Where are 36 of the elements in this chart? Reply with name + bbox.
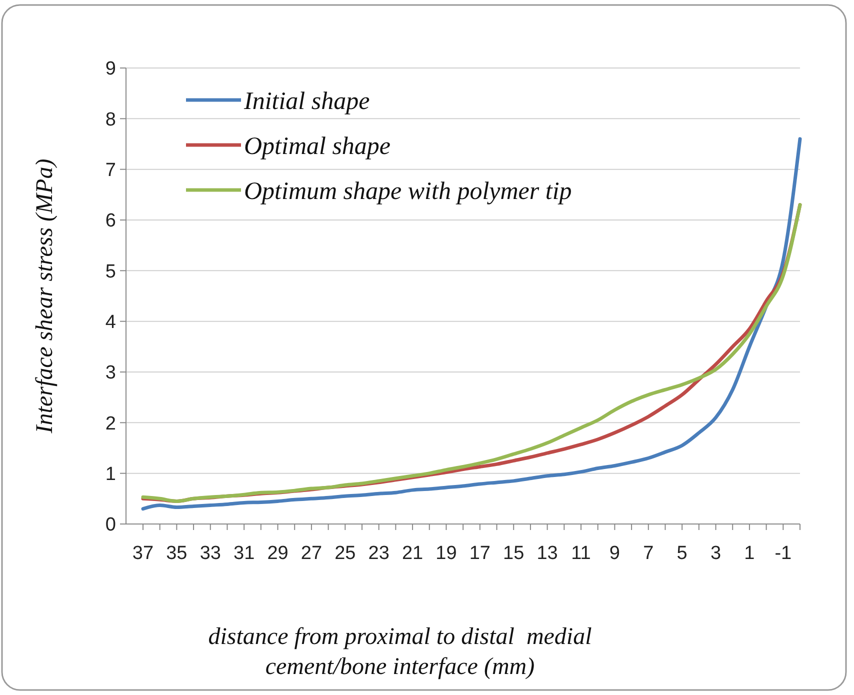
x-tick-label: 25	[334, 543, 356, 564]
x-tick-label: 27	[300, 543, 322, 564]
legend-label: Initial shape	[243, 88, 370, 115]
x-tick-label: 13	[536, 543, 558, 564]
legend-label: Optimum shape with polymer tip	[244, 178, 572, 205]
x-tick-label: 11	[571, 543, 591, 564]
y-tick-label: 6	[105, 210, 116, 232]
x-tick-label: 3	[710, 543, 722, 564]
line-series	[141, 137, 802, 511]
y-tick-label: 1	[105, 464, 116, 485]
y-tick-label: 8	[105, 109, 116, 130]
x-tick-label: 19	[436, 543, 457, 564]
x-axis-title: distance from proximal to distal medial cement/bone interface (mm)	[208, 624, 592, 680]
y-tick-label: 9	[105, 58, 116, 80]
x-tick-label: 1	[744, 543, 755, 564]
legend-label: Optimal shape	[244, 132, 391, 160]
y-tick-label: 7	[105, 160, 116, 181]
x-tick-label: 31	[234, 543, 255, 564]
y-tick-label: 4	[105, 312, 116, 333]
y-tick-label: 0	[105, 514, 116, 536]
y-axis-title: Interface shear stress (MPa)	[32, 158, 58, 434]
x-tick-label: 9	[609, 543, 620, 564]
x-tick-label: 5	[676, 543, 688, 564]
x-tick-label: 35	[166, 543, 188, 564]
x-tick-label: 23	[368, 543, 390, 564]
x-tick-label: -1	[774, 543, 792, 564]
x-tick-label: 33	[200, 543, 221, 564]
x-tick-label: 29	[267, 543, 288, 564]
x-tick-label: 7	[643, 543, 654, 564]
x-tick-label: 17	[469, 543, 490, 564]
y-tick-label: 2	[105, 413, 116, 434]
y-tick-label: 3	[105, 362, 116, 384]
x-tick-label: 37	[132, 543, 154, 564]
x-tick-label: 21	[402, 543, 424, 564]
x-tick-label: 15	[503, 543, 524, 564]
y-tick-label: 5	[105, 261, 116, 282]
